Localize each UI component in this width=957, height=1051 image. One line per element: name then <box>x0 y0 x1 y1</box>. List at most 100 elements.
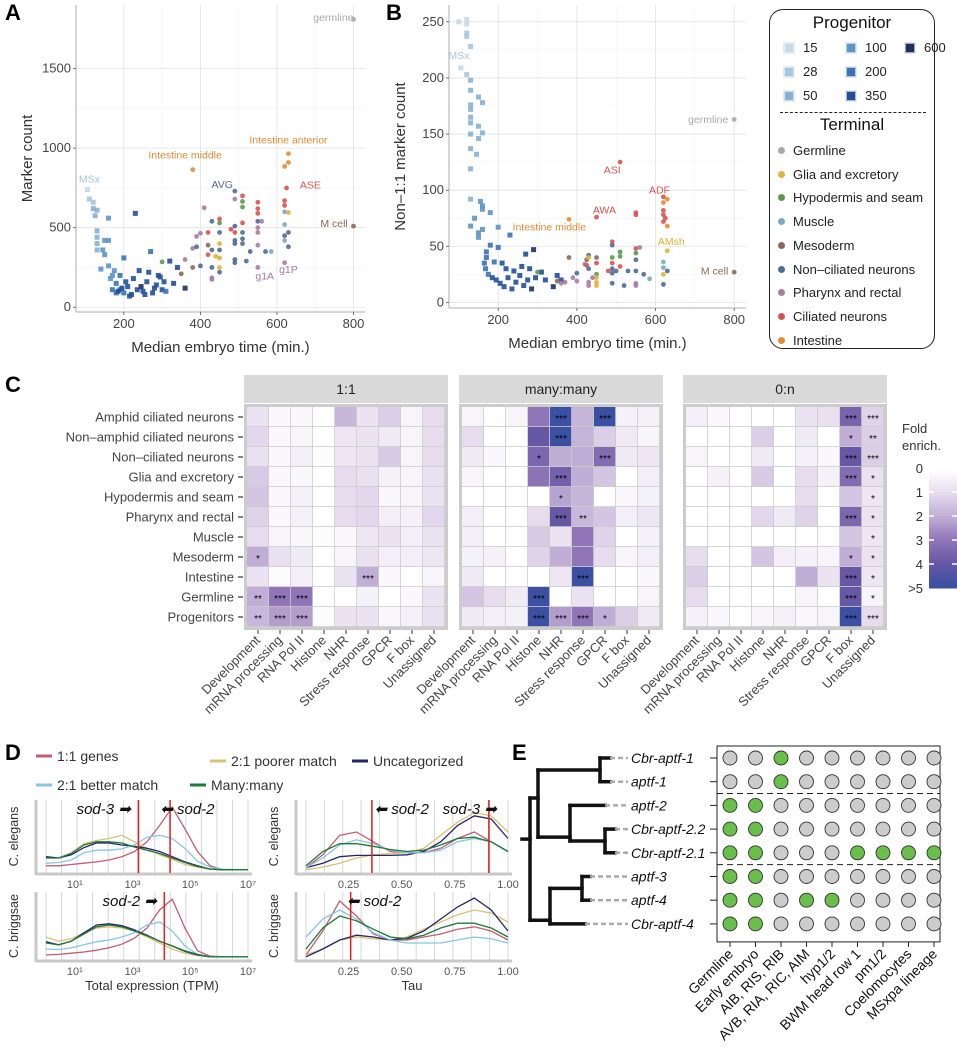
progenitor-swatch-icon <box>783 89 795 102</box>
heatmap-cell <box>638 467 660 487</box>
progenitor-swatch-icon <box>783 65 795 78</box>
expression-dot <box>748 845 763 861</box>
heatmap-cell <box>247 587 269 607</box>
terminal-point <box>286 244 291 250</box>
heatmap-cell <box>686 587 708 607</box>
density-line <box>46 841 248 871</box>
legend-terminal-item: Muscle <box>778 214 834 229</box>
heatmap-cell <box>774 607 796 627</box>
legend-progenitor-100: 100 <box>845 40 887 55</box>
heatmap-cell <box>379 427 401 447</box>
expression-dot <box>773 869 789 884</box>
heatmap-cell <box>269 447 291 467</box>
heatmap-cell <box>796 467 818 487</box>
legend-label: Intestine <box>793 332 843 348</box>
heatmap-cell <box>638 547 660 567</box>
heatmap-cell <box>616 467 638 487</box>
heatmap-cell <box>686 547 708 567</box>
expression-dot <box>722 892 738 908</box>
x-tick-label: 200 <box>487 312 509 327</box>
expression-dot <box>875 774 891 790</box>
expression-dot <box>850 797 865 813</box>
significance-stars: * <box>871 494 875 505</box>
heatmap-cell <box>484 487 506 507</box>
terminal-point <box>731 269 737 275</box>
colorbar-segment <box>929 549 957 553</box>
progenitor-point <box>94 234 100 240</box>
progenitor-point <box>117 272 123 278</box>
heatmap-cell <box>269 587 291 607</box>
colorbar-segment <box>929 540 957 544</box>
colorbar-segment <box>929 474 957 478</box>
heatmap-cell <box>528 547 550 567</box>
panel-label-e: E <box>512 740 527 765</box>
heatmap-cell <box>269 427 291 447</box>
terminal-dot-icon <box>778 241 785 249</box>
significance-stars: *** <box>274 594 286 605</box>
row-label: C. briggsae <box>7 894 21 958</box>
progenitor-point <box>456 19 462 25</box>
progenitor-swatch-icon <box>783 41 795 54</box>
heatmap-cell <box>774 547 796 567</box>
heatmap-cell <box>752 507 774 527</box>
expression-dot <box>901 892 916 908</box>
heatmap-cell <box>291 527 313 547</box>
progenitor-point <box>106 263 112 269</box>
heatmap-cell <box>291 467 313 487</box>
heatmap-cell <box>840 607 862 627</box>
heatmap-cell <box>796 507 818 527</box>
row-label: Mesoderm <box>173 550 234 565</box>
heatmap-cell <box>774 427 796 447</box>
colorbar-segment <box>929 519 957 523</box>
y-tick-label: 0 <box>64 299 71 314</box>
colorbar-segment <box>929 555 957 559</box>
heatmap-cell <box>528 487 550 507</box>
row-label: C. elegans <box>267 807 281 867</box>
heatmap-cell <box>357 567 379 587</box>
heatmap-cell <box>818 547 840 567</box>
terminal-dot-icon <box>778 218 785 226</box>
terminal-dot-icon <box>778 336 785 344</box>
colorbar-tick-label: 2 <box>916 509 923 524</box>
expression-dot <box>926 845 942 861</box>
terminal-point <box>586 279 592 285</box>
density-subplot: C. elegans 0.25 0.50 0.75 1.00 ⬅ sod-2 sod-3 ➡ <box>267 800 519 891</box>
expression-matrix-e: Cbr-aptf-1 aptf-1 aptf-2 Cbr-aptf-2.2 Cbr-ap… <box>520 745 942 1043</box>
gene-label: Cbr-aptf-4 <box>631 916 694 932</box>
progenitor-point <box>458 65 464 71</box>
terminal-point <box>554 278 560 284</box>
x-axis-title: Median embryo time (min.) <box>131 339 309 356</box>
terminal-point <box>574 270 580 276</box>
heatmap-cell <box>774 567 796 587</box>
heatmap-cell <box>818 507 840 527</box>
terminal-point <box>609 266 615 272</box>
expression-dot <box>773 797 789 813</box>
progenitor-point <box>464 33 470 39</box>
terminal-point <box>255 242 261 248</box>
heatmap-cell <box>818 607 840 627</box>
legend-progenitor-28: 28 <box>783 64 817 79</box>
heatmap-cell <box>708 487 730 507</box>
heatmap-cell <box>506 467 528 487</box>
heatmap-cell <box>840 427 862 447</box>
heatmap-cell <box>594 467 616 487</box>
progenitor-swatch-icon <box>904 41 916 54</box>
heatmap-cell <box>616 587 638 607</box>
heatmap-cell <box>730 527 752 547</box>
expression-dot <box>748 750 763 766</box>
progenitor-point <box>483 255 489 260</box>
significance-stars: * <box>603 614 607 625</box>
heatmap-cell <box>638 447 660 467</box>
heatmap-cell <box>616 447 638 467</box>
terminal-point <box>198 263 203 269</box>
significance-stars: * <box>559 494 563 505</box>
row-label: Amphid ciliated neurons <box>95 410 234 425</box>
colorbar-segment <box>929 546 957 550</box>
progenitor-point <box>468 77 474 83</box>
expression-dot <box>748 797 763 813</box>
terminal-dot-icon <box>778 289 785 297</box>
terminal-point <box>605 268 611 274</box>
progenitor-point <box>479 130 485 136</box>
heatmap-cell <box>862 507 884 527</box>
heatmap-cell <box>730 487 752 507</box>
